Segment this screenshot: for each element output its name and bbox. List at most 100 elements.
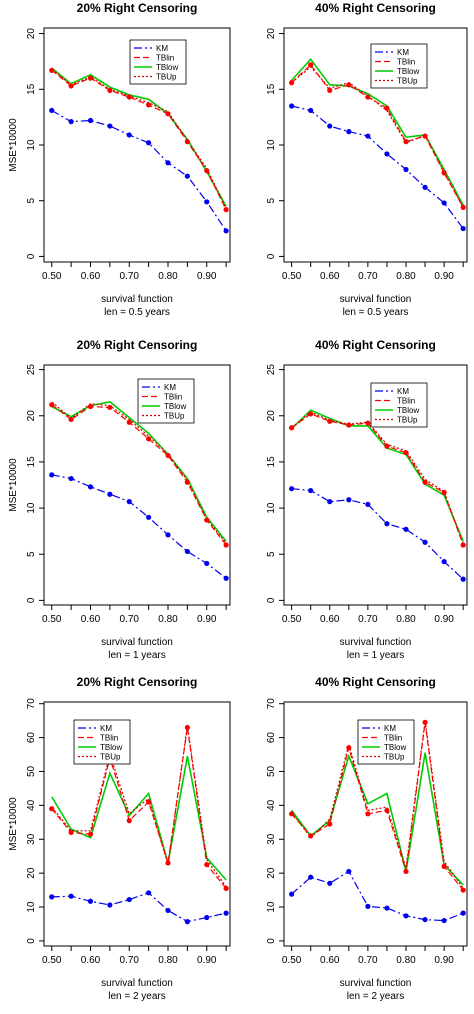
series-line-tbup — [291, 720, 464, 889]
data-point-tblin — [126, 818, 132, 824]
y-tick-label: 15 — [266, 456, 277, 468]
data-point-km — [126, 499, 132, 505]
series-line-km — [291, 105, 464, 229]
legend-label: TBlow — [164, 402, 186, 411]
x-axis-label: survival function — [101, 637, 173, 648]
y-tick-label: 20 — [266, 28, 277, 40]
y-tick-label: 50 — [266, 765, 277, 777]
y-axis-label: MSE*10000 — [8, 118, 19, 172]
x-axis-label: survival function — [101, 294, 173, 305]
series-line-km — [51, 892, 227, 923]
data-point-tblin — [365, 811, 371, 817]
data-point-tblin — [422, 133, 428, 139]
y-tick-label: 5 — [26, 551, 37, 557]
x-tick-label: 0.90 — [197, 955, 217, 966]
x-tick-label: 0.50 — [282, 955, 302, 966]
x-tick-label: 0.90 — [434, 955, 454, 966]
y-tick-label: 0 — [26, 597, 37, 603]
data-point-tblin — [289, 425, 295, 431]
data-point-km — [223, 575, 229, 581]
plot-frame — [283, 364, 468, 606]
y-tick-label: 15 — [26, 83, 37, 95]
chart-panel-5: 20% Right Censoring 0 10 20 30 40 50 60 70 MSE*10… — [8, 675, 231, 1002]
data-point-tblin — [49, 806, 55, 812]
data-point-tblin — [422, 479, 428, 485]
legend-label: KM — [397, 387, 409, 396]
y-tick-label: 0 — [26, 253, 37, 259]
series-line-tblow — [291, 57, 464, 206]
data-point-km — [422, 539, 428, 545]
x-tick-label: 0.70 — [120, 271, 140, 282]
series-line-tblow — [291, 409, 464, 542]
data-point-tblin — [146, 102, 152, 108]
legend-label: TBlow — [100, 743, 122, 752]
data-point-km — [308, 107, 314, 114]
data-point-km — [146, 140, 152, 146]
data-point-km — [165, 532, 171, 538]
chart-title: 20% Right Censoring — [77, 675, 198, 689]
legend-label: KM — [156, 44, 168, 53]
data-point-tblin — [289, 80, 295, 86]
y-tick-label: 5 — [266, 197, 277, 203]
legend-label: TBUp — [156, 73, 177, 82]
data-point-tblin — [68, 416, 74, 423]
data-point-km — [68, 475, 74, 482]
data-point-km — [422, 184, 428, 190]
legend-label: TBlin — [100, 734, 118, 743]
data-point-tblin — [346, 82, 352, 88]
data-point-tblin — [87, 75, 94, 81]
x-tick-label: 0.60 — [81, 614, 101, 625]
data-point-km — [165, 907, 171, 914]
x-axis-caption: len = 2 years — [347, 991, 405, 1002]
series-line-tblin — [51, 404, 227, 546]
data-point-tblin — [327, 87, 333, 93]
legend-label: TBUp — [384, 753, 405, 762]
x-tick-label: 0.90 — [197, 271, 217, 282]
data-point-km — [365, 501, 371, 507]
chart-panel-4: 40% Right Censoring 0 5 10 15 20 25 0.50 0.60 0.7… — [266, 338, 468, 661]
data-point-km — [87, 484, 94, 490]
legend-label: TBlow — [397, 67, 419, 76]
series-line-tbup — [51, 68, 227, 209]
y-tick-label: 5 — [266, 551, 277, 557]
data-point-km — [126, 896, 132, 903]
y-tick-label: 0 — [26, 938, 37, 944]
x-tick-label: 0.50 — [42, 271, 62, 282]
series-line-km — [291, 870, 464, 922]
data-point-tblin — [49, 402, 55, 408]
data-point-tblin — [68, 829, 74, 836]
series-line-tblin — [291, 722, 464, 891]
x-axis-caption: len = 1 years — [347, 650, 405, 661]
data-point-tblin — [87, 831, 94, 837]
data-point-km — [384, 905, 390, 911]
data-point-km — [184, 173, 190, 179]
data-point-km — [204, 560, 210, 567]
data-point-km — [365, 133, 371, 139]
data-point-tblin — [365, 420, 371, 426]
x-tick-label: 0.80 — [396, 614, 416, 625]
data-point-tblin — [460, 542, 466, 548]
legend-label: TBlin — [397, 397, 415, 406]
y-tick-label: 25 — [266, 364, 277, 376]
data-point-tblin — [146, 799, 152, 805]
plot-frame — [43, 364, 231, 606]
x-tick-label: 0.80 — [158, 614, 178, 625]
chart-panel-1: 20% Right Censoring 0 5 10 15 20 MSE*10000 0.50… — [8, 1, 231, 318]
legend-label: KM — [397, 48, 409, 57]
legend-label: KM — [100, 724, 112, 733]
data-point-tblin — [165, 452, 171, 459]
y-tick-label: 5 — [26, 197, 37, 203]
data-point-tblin — [223, 542, 229, 548]
data-point-tblin — [403, 139, 409, 145]
series-line-tbup — [51, 401, 227, 544]
series-line-tblin — [51, 69, 227, 210]
y-tick-label: 50 — [26, 765, 37, 777]
data-point-tblin — [146, 436, 152, 442]
legend-label: KM — [164, 383, 176, 392]
data-point-tblin — [49, 67, 55, 73]
legend-label: TBlin — [156, 54, 174, 63]
